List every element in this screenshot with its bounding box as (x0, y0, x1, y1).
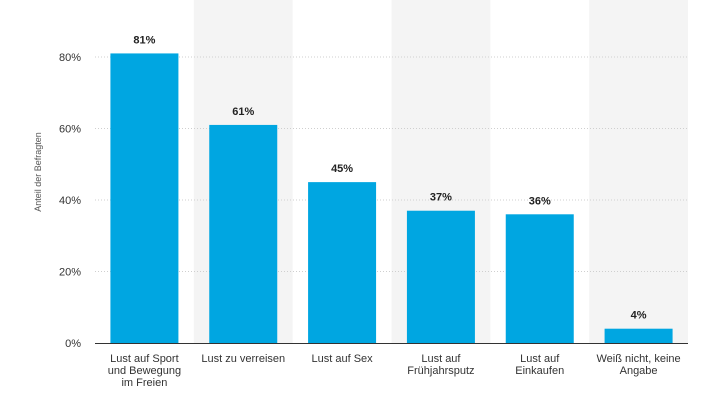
value-label: 4% (631, 310, 647, 322)
y-tick-label: 20% (59, 267, 81, 279)
category-label: Lust auf Sex (312, 353, 374, 365)
y-tick-label: 80% (59, 52, 81, 64)
category-label: Lust auf Sport und Bewegung im Freien (108, 353, 181, 389)
column-band (589, 0, 688, 343)
bar (505, 214, 574, 343)
category-label: Lust auf Frühjahrsputz (407, 353, 474, 377)
category-label: Weiß nicht, keine Angabe (596, 353, 680, 377)
y-axis-ticks: 0% 20% 40% 60% 80% (59, 52, 81, 350)
bar (308, 182, 377, 343)
category-labels: Lust auf Sport und Bewegung im Freien Lust … (108, 353, 681, 389)
category-label: Lust auf Einkaufen (515, 353, 564, 377)
value-labels: 81% 61% 45% 37% 36% 4% (133, 34, 646, 321)
y-axis-title: Anteil der Befragten (33, 132, 43, 212)
value-label: 45% (331, 163, 353, 175)
bar (110, 53, 179, 344)
value-label: 36% (529, 195, 551, 207)
bar (209, 124, 278, 343)
y-tick-label: 40% (59, 195, 81, 207)
y-tick-label: 60% (59, 124, 81, 136)
category-label: Lust zu verreisen (201, 353, 285, 365)
value-label: 81% (133, 34, 155, 46)
value-label: 37% (430, 192, 452, 204)
bars (110, 53, 673, 344)
bar (604, 328, 673, 343)
bar (406, 210, 475, 343)
value-label: 61% (232, 106, 254, 118)
y-tick-label: 0% (65, 338, 81, 350)
